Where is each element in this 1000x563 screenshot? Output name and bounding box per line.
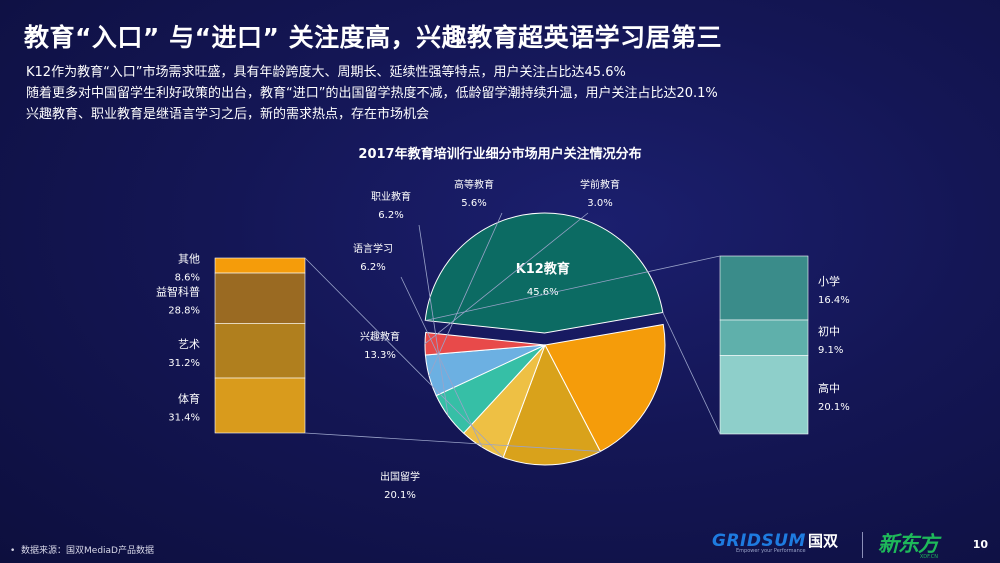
stack-segment <box>719 355 809 435</box>
slice-value-label: 3.0% <box>587 198 612 209</box>
slice-value-label: 6.2% <box>360 262 385 273</box>
logo-divider <box>862 532 863 558</box>
slice-label: 高等教育 <box>454 178 494 191</box>
stack-value-label: 9.1% <box>818 345 843 356</box>
pie-slice <box>424 331 546 356</box>
leader-line <box>418 224 449 416</box>
connector-line <box>304 432 601 452</box>
bullet-line: 随着更多对中国留学生利好政策的出台，教育“进口”的出国留学热度不减，低龄留学潮持… <box>26 86 718 101</box>
pie-slice <box>424 212 664 334</box>
leader-line <box>424 212 589 345</box>
stack-segment <box>214 323 306 379</box>
page-number: 10 <box>972 538 988 551</box>
bullet-line: K12作为教育“入口”市场需求旺盛，具有年龄跨度大、周期长、延续性强等特点，用户… <box>26 65 626 80</box>
stack-segment <box>214 272 306 324</box>
stack-value-label: 8.6% <box>175 273 200 284</box>
slice-value-label: 45.6% <box>527 287 559 298</box>
pie-slice <box>544 323 666 453</box>
stack-value-label: 20.1% <box>818 402 850 413</box>
page-title: 教育“入口” 与“进口” 关注度高，兴趣教育超英语学习居第三 <box>24 23 723 52</box>
slice-value-label: 6.2% <box>378 210 403 221</box>
slice-value-label: 20.1% <box>384 490 416 501</box>
stack-label: 体育 <box>178 392 200 406</box>
leader-line <box>428 212 503 376</box>
stack-label: 艺术 <box>178 338 200 351</box>
stack-label: 其他 <box>178 253 200 266</box>
connector-line <box>425 255 721 321</box>
slice-label: K12教育 <box>516 261 570 277</box>
slice-label: 职业教育 <box>371 190 411 203</box>
slice-label: 兴趣教育 <box>360 330 400 343</box>
chart-title: 2017年教育培训行业细分市场用户关注情况分布 <box>358 147 642 162</box>
slice-label: 学前教育 <box>580 178 620 191</box>
gridsum-logo-text: GRIDSUM <box>712 531 806 551</box>
stack-value-label: 31.2% <box>168 358 200 369</box>
data-source: • 数据来源：国双MediaD产品数据 <box>10 546 154 556</box>
stack-segment <box>214 257 306 274</box>
connector-line <box>304 257 504 458</box>
summary-text: K12作为教育“入口”市场需求旺盛，具有年龄跨度大、周期长、延续性强等特点，用户… <box>26 62 718 125</box>
xdf-logo-text: 新东方 <box>878 532 939 556</box>
xdf-logo: 新东方 XDF.CN <box>878 528 939 560</box>
stack-label: 益智科普 <box>156 284 200 298</box>
stack-value-label: 31.4% <box>168 413 200 424</box>
bullet-line: 兴趣教育、职业教育是继语言学习之后，新的需求热点，存在市场机会 <box>26 107 430 122</box>
stack-segment <box>214 377 306 434</box>
slice-value-label: 13.3% <box>364 350 396 361</box>
stack-label: 初中 <box>818 324 840 338</box>
stack-label: 小学 <box>818 274 840 288</box>
stack-segment <box>719 255 809 321</box>
leader-line <box>400 276 483 448</box>
gridsum-slogan: Empower your Performance <box>736 548 806 554</box>
stack-label: 高中 <box>818 381 840 395</box>
connector-line <box>662 312 721 435</box>
slice-value-label: 5.6% <box>461 198 486 209</box>
slice-label: 语言学习 <box>353 242 393 255</box>
gridsum-logo-cn: 国双 <box>807 532 838 550</box>
gridsum-logo: GRIDSUM 国双 Empower your Performance <box>712 530 838 554</box>
pie-slice <box>502 343 602 466</box>
stack-segment <box>719 319 809 356</box>
slice-label: 出国留学 <box>380 470 420 483</box>
stack-value-label: 16.4% <box>818 295 850 306</box>
stack-value-label: 28.8% <box>168 305 200 316</box>
xdf-logo-sub: XDF.CN <box>919 554 938 560</box>
